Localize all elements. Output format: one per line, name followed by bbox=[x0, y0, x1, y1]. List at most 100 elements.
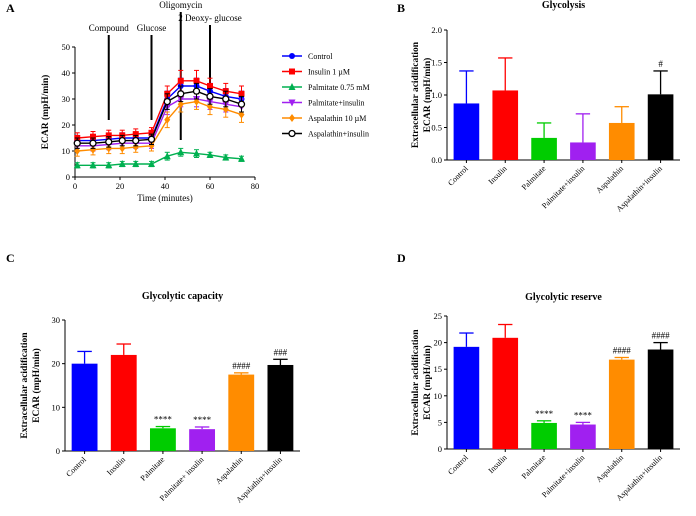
b-bar-1 bbox=[453, 103, 480, 160]
a-data-point bbox=[177, 90, 185, 98]
a-data-point bbox=[132, 160, 140, 167]
b-y-axis-title-line2: ECAR (mpH/min) bbox=[422, 58, 433, 133]
a-data-point bbox=[177, 148, 185, 156]
a-data-point bbox=[206, 92, 214, 101]
d-y-axis-title-line1: Extracellular acidification bbox=[411, 329, 421, 436]
b-y-tick-label: 0.0 bbox=[431, 155, 442, 165]
b-y-tick-label: 2.0 bbox=[431, 25, 442, 35]
c-bar-5 bbox=[228, 374, 255, 451]
c-bar-3 bbox=[149, 428, 176, 451]
a-y-tick-label: 20 bbox=[62, 120, 71, 130]
a-data-point bbox=[238, 154, 245, 162]
b-y-tick-label: 1.0 bbox=[431, 90, 442, 100]
d-category-label: Aspalathin bbox=[594, 453, 625, 484]
a-legend-label: Control bbox=[308, 52, 333, 61]
a-data-point bbox=[73, 139, 81, 147]
a-data-point bbox=[148, 129, 155, 136]
a-legend-marker bbox=[288, 99, 296, 107]
a-legend-marker bbox=[289, 68, 295, 75]
a-data-point bbox=[74, 147, 81, 155]
a-data-point bbox=[207, 83, 213, 89]
d-bar-2 bbox=[492, 337, 519, 449]
d-y-axis-title-line2: ECAR (mpH/min) bbox=[422, 345, 433, 420]
a-data-point bbox=[148, 160, 155, 167]
a-x-tick-label: 20 bbox=[116, 181, 125, 191]
a-y-tick-label: 50 bbox=[62, 42, 71, 52]
a-y-axis-title: ECAR (mpH/min) bbox=[40, 75, 51, 150]
a-data-point bbox=[163, 152, 171, 160]
d-category-label: Palmitate+insulin bbox=[540, 453, 586, 499]
d-significance-label: **** bbox=[574, 410, 593, 420]
c-bar-1 bbox=[71, 363, 98, 451]
a-data-point bbox=[206, 150, 214, 158]
a-injection-label: 2 Deoxy- glucose bbox=[178, 13, 241, 23]
a-data-point bbox=[238, 110, 245, 119]
a-data-point bbox=[222, 105, 229, 114]
d-bar-5 bbox=[608, 359, 635, 449]
a-y-tick-label: 40 bbox=[62, 68, 71, 78]
c-significance-label: #### bbox=[232, 361, 251, 371]
b-bar-4 bbox=[570, 142, 596, 160]
b-chart-title: Glycolysis bbox=[542, 0, 585, 11]
c-y-axis-title-line2: ECAR (mpH/min) bbox=[31, 348, 42, 423]
b-bar-5 bbox=[608, 122, 635, 160]
a-legend-label: Palmitate 0.75 mM bbox=[308, 83, 370, 92]
a-legend-marker bbox=[288, 83, 296, 90]
d-significance-label: #### bbox=[613, 345, 632, 355]
panel-label-a: A bbox=[6, 1, 15, 15]
a-legend-marker bbox=[289, 114, 295, 122]
a-data-point bbox=[119, 144, 126, 153]
a-y-tick-label: 30 bbox=[62, 94, 71, 104]
c-significance-label: **** bbox=[154, 415, 173, 425]
a-data-point bbox=[238, 90, 245, 97]
a-legend-label: Insulin 1 µM bbox=[308, 68, 350, 77]
a-data-point bbox=[90, 133, 96, 140]
d-y-tick-label: 15 bbox=[434, 364, 443, 374]
a-data-point bbox=[193, 97, 200, 106]
panel-b-glycolysis-chart: Glycolysis 0.0 0.5 1.0 1.5 2.0 Extracellular a… bbox=[411, 0, 680, 214]
a-data-point bbox=[105, 138, 113, 146]
b-category-label: Insulin bbox=[487, 164, 509, 186]
d-bar-1 bbox=[453, 346, 480, 449]
a-legend-marker bbox=[289, 53, 295, 59]
d-y-tick-label: 5 bbox=[438, 417, 442, 427]
a-x-tick-label: 0 bbox=[73, 181, 77, 191]
a-data-point bbox=[237, 100, 246, 108]
d-bar-3 bbox=[531, 422, 557, 449]
b-y-axis-title: Extracellular acidification ECAR (mpH/min… bbox=[411, 41, 433, 148]
b-category-label: Palmitate+insulin bbox=[540, 164, 586, 210]
b-y-tick-label: 0.5 bbox=[431, 123, 442, 133]
a-data-point bbox=[193, 77, 200, 84]
b-category-label: Control bbox=[446, 164, 470, 188]
b-y-axis-title-line1: Extracellular acidification bbox=[411, 41, 421, 148]
a-data-point bbox=[118, 136, 126, 145]
a-y-tick-label: 0 bbox=[66, 172, 70, 182]
a-x-tick-label: 40 bbox=[161, 181, 170, 191]
d-category-label: Palmitate bbox=[520, 453, 548, 481]
a-data-point bbox=[192, 87, 201, 95]
c-bar-6 bbox=[267, 364, 294, 451]
d-bar-6 bbox=[647, 349, 674, 449]
a-data-point bbox=[177, 100, 184, 109]
a-legend-label: Aspalathin+insulin bbox=[308, 130, 369, 139]
a-injection-label: Compound bbox=[89, 23, 130, 33]
c-category-label: Aspalathin bbox=[214, 455, 245, 486]
a-data-point bbox=[222, 95, 230, 103]
c-y-axis-title-line1: Extracellular acidification bbox=[20, 332, 30, 439]
a-data-point bbox=[118, 160, 126, 167]
a-data-point bbox=[105, 161, 113, 169]
d-y-axis-title: Extracellular acidification ECAR (mpH/min… bbox=[411, 329, 433, 436]
a-data-point bbox=[147, 135, 156, 143]
a-data-point bbox=[177, 77, 184, 84]
a-data-point bbox=[163, 97, 171, 106]
c-y-tick-label: 20 bbox=[52, 359, 61, 369]
d-chart-title: Glycolytic reserve bbox=[525, 292, 602, 303]
c-y-tick-label: 30 bbox=[52, 315, 61, 325]
a-data-point bbox=[73, 161, 81, 169]
a-data-point bbox=[132, 131, 139, 138]
a-legend: Control Insulin 1 µM Palmitate 0.75 mM Palm… bbox=[282, 52, 370, 139]
c-y-tick-label: 0 bbox=[56, 446, 60, 456]
c-category-label: Insulin bbox=[105, 455, 127, 477]
c-y-axis-title: Extracellular acidification ECAR (mpH/min… bbox=[20, 332, 42, 439]
